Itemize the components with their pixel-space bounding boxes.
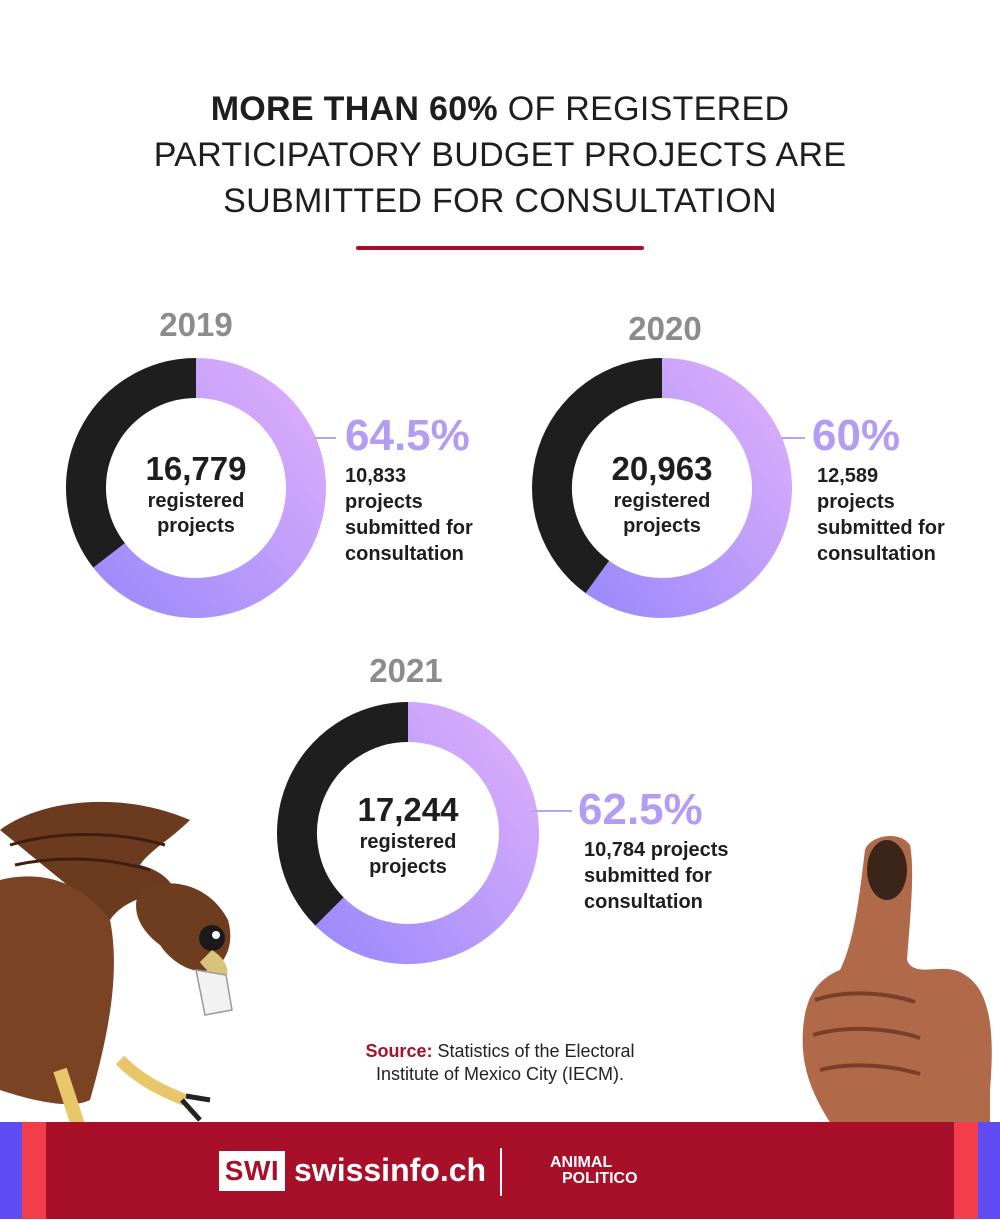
description-line: consultation [817,543,936,565]
connector-line [530,810,572,812]
donut-chart-2019 [66,358,326,618]
center-label-line: registered [359,831,457,853]
swissinfo-logo-text: swissinfo.ch [294,1152,487,1188]
source-line1: Statistics of the Electoral [432,1041,635,1061]
year-label: 2019 [159,306,233,343]
swi-logo: SWI [219,1151,285,1191]
title-line3: SUBMITTED FOR CONSULTATION [223,182,777,220]
donut-chart-2020 [532,358,792,618]
registered-count: 17,244 [357,791,459,828]
registered-count: 20,963 [611,450,713,487]
connector-line [781,437,805,439]
submitted-description: 12,589 projects submitted for consultati… [817,463,945,567]
description-line: projects [817,491,895,513]
thumbs-up-icon [802,835,992,1130]
center-label-line: projects [623,515,701,537]
page-title: MORE THAN 60% OF REGISTERED PARTICIPATOR… [0,86,1000,224]
description-line: submitted for [817,517,945,539]
title-divider [356,246,644,250]
submitted-segment [315,702,539,964]
percent-label: 62.5% [578,785,703,834]
title-line2: PARTICIPATORY BUDGET PROJECTS ARE [153,136,847,174]
donut-center: 16,779 registered projects [96,449,296,539]
center-label-line: registered [147,490,245,512]
description-line: consultation [345,543,464,565]
submitted-segment [93,358,326,618]
description-line: projects [345,491,423,513]
registered-count: 16,779 [145,450,247,487]
not-submitted-segment [277,702,409,926]
description-line: 12,589 [817,465,879,487]
description-line: submitted for [345,517,473,539]
source-note: Source: Statistics of the Electoral Inst… [300,1040,700,1086]
description-line: submitted for [584,865,712,887]
description-line: 10,784 projects [584,839,729,861]
center-label-line: projects [369,856,447,878]
source-line2: Institute of Mexico City (IECM). [375,1064,625,1084]
animal-politico-logo: ANIMAL POLITICO [550,1155,638,1187]
donut-center: 17,244 registered projects [308,790,508,880]
percent-label: 60% [812,411,901,460]
center-label-line: registered [613,490,711,512]
footer-stripe [0,1122,22,1219]
description-line: consultation [584,891,703,913]
submitted-description: 10,833 projects submitted for consultati… [345,463,473,567]
year-label: 2021 [369,652,443,689]
source-label: Source: [365,1041,433,1061]
title-line1: OF REGISTERED [497,90,790,128]
donut-chart-2021 [277,702,539,964]
donut-center: 20,963 registered projects [562,449,762,539]
center-label-line: projects [157,515,235,537]
partner-logo-line: ANIMAL [550,1154,613,1171]
submitted-description: 10,784 projects submitted for consultati… [584,837,729,915]
submitted-segment [585,358,792,618]
description-line: 10,833 [345,465,407,487]
percent-label: 64.5% [345,411,470,460]
partner-logo-line: POLITICO [562,1170,638,1187]
title-bold: MORE THAN 60% [210,90,498,128]
footer-divider [500,1148,502,1196]
footer-stripe [978,1122,1000,1219]
not-submitted-segment [532,358,663,594]
footer-stripe [22,1122,46,1219]
not-submitted-segment [66,358,197,568]
year-label: 2020 [628,310,702,347]
footer-stripe [954,1122,978,1219]
connector-line [314,437,336,439]
